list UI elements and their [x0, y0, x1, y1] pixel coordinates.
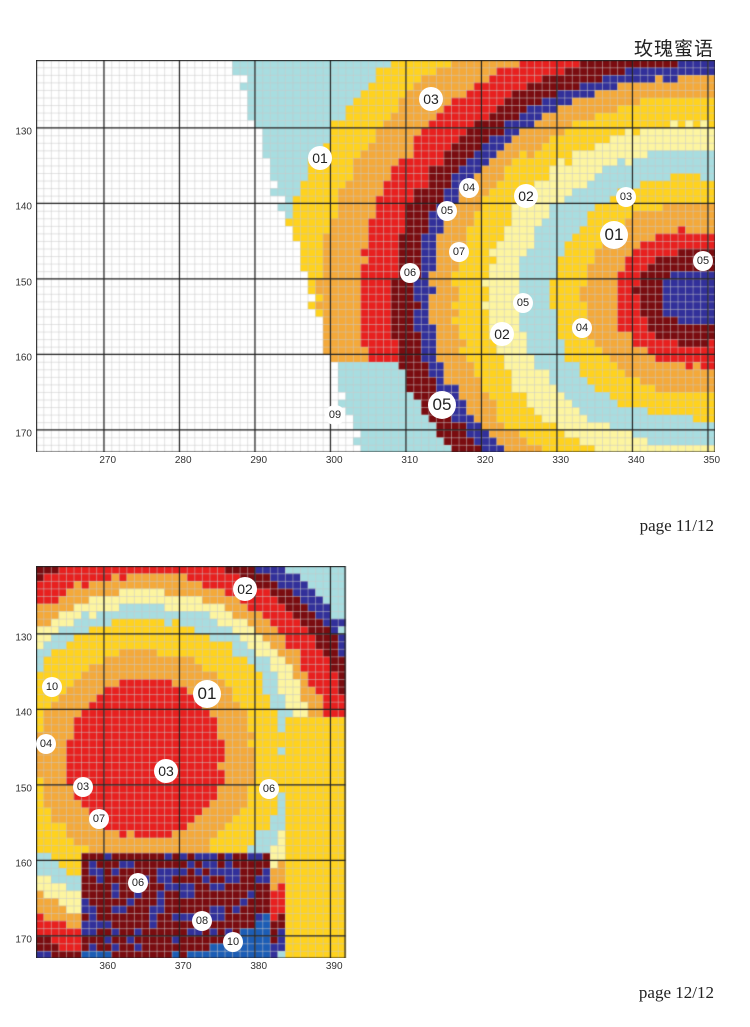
color-code-marker: 09: [325, 405, 345, 425]
color-code-marker: 02: [514, 184, 538, 208]
y-tick-label: 140: [15, 707, 32, 719]
color-code-marker: 05: [437, 201, 457, 221]
color-code-marker: 02: [233, 577, 257, 601]
color-code-marker: 02: [490, 322, 514, 346]
x-tick-label: 290: [250, 455, 268, 466]
color-code-marker: 07: [89, 809, 109, 829]
chart-title: 玫瑰蜜语: [633, 38, 714, 60]
x-tick-label: 310: [401, 455, 419, 466]
x-tick-label: 300: [325, 455, 343, 466]
y-tick-label: 130: [15, 126, 32, 138]
y-tick-label: 150: [15, 277, 32, 289]
x-tick-label: 370: [174, 961, 192, 972]
x-tick-label: 350: [703, 455, 721, 466]
y-tick-label: 150: [15, 783, 32, 795]
color-code-marker: 01: [193, 680, 221, 708]
x-tick-label: 270: [99, 455, 117, 466]
page-label-12: page 12/12: [638, 983, 714, 1002]
color-code-marker: 07: [449, 242, 469, 262]
color-code-marker: 05: [693, 251, 713, 271]
pattern-grid-page-12: [36, 566, 347, 958]
color-code-marker: 08: [192, 911, 212, 931]
y-tick-label: 170: [15, 428, 32, 440]
color-code-marker: 03: [154, 759, 178, 783]
color-code-marker: 05: [513, 293, 533, 313]
color-code-marker: 10: [42, 677, 62, 697]
y-tick-label: 130: [15, 632, 32, 644]
x-tick-label: 390: [325, 961, 343, 972]
x-tick-label: 360: [99, 961, 117, 972]
x-tick-label: 330: [552, 455, 570, 466]
x-tick-label: 380: [250, 961, 268, 972]
color-code-marker: 03: [419, 87, 443, 111]
color-code-marker: 01: [600, 221, 628, 249]
x-tick-label: 280: [174, 455, 192, 466]
color-code-marker: 10: [223, 932, 243, 952]
y-tick-label: 170: [15, 934, 32, 946]
color-code-marker: 03: [616, 187, 636, 207]
color-code-marker: 04: [36, 734, 56, 754]
color-code-marker: 01: [308, 146, 332, 170]
y-tick-label: 160: [15, 352, 32, 364]
page-label-11: page 11/12: [639, 516, 714, 535]
color-code-marker: 03: [73, 777, 93, 797]
pattern-grid-page-11: [36, 60, 715, 452]
color-code-marker: 04: [459, 178, 479, 198]
x-tick-label: 320: [476, 455, 494, 466]
color-code-marker: 06: [400, 263, 420, 283]
color-code-marker: 05: [428, 391, 456, 419]
y-tick-label: 140: [15, 201, 32, 213]
y-tick-label: 160: [15, 858, 32, 870]
color-code-marker: 06: [128, 873, 148, 893]
x-tick-label: 340: [627, 455, 645, 466]
color-code-marker: 06: [259, 779, 279, 799]
color-code-marker: 04: [572, 318, 592, 338]
